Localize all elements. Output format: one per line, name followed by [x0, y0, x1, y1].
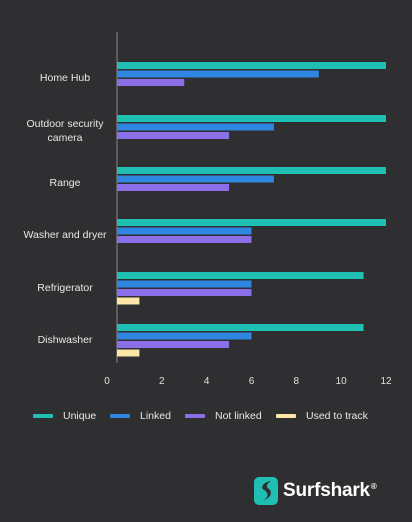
- x-tick-label: 8: [294, 376, 300, 387]
- brand-name: Surfshark®: [283, 480, 377, 501]
- legend-swatch: [33, 414, 53, 418]
- bar-linked: [117, 280, 252, 288]
- category-label: Dishwasher: [38, 334, 93, 346]
- x-tick-label: 2: [159, 376, 165, 387]
- bar-used-to-track: [117, 297, 140, 305]
- category-label: Outdoor security camera: [26, 118, 104, 144]
- bar-linked: [117, 227, 252, 235]
- category-label: Washer and dryer: [23, 229, 107, 241]
- category-label: Home Hub: [40, 72, 90, 84]
- bar-unique: [117, 115, 386, 122]
- bar-linked: [117, 123, 274, 131]
- legend-label: Used to track: [306, 410, 368, 422]
- bar-not-linked: [117, 132, 230, 139]
- legend-label: Linked: [140, 410, 171, 422]
- x-tick-label: 0: [104, 376, 110, 387]
- bar-not-linked: [117, 184, 230, 191]
- legend-swatch: [276, 414, 296, 418]
- bar-used-to-track: [117, 349, 140, 357]
- brand-registered-mark: ®: [370, 481, 377, 491]
- bar-unique: [117, 324, 364, 331]
- bar-not-linked: [117, 341, 230, 348]
- bar-not-linked: [117, 79, 185, 86]
- legend-item: Linked: [110, 410, 171, 422]
- x-tick-label: 6: [249, 376, 255, 387]
- bar-unique: [117, 272, 364, 279]
- category-label: Refrigerator: [37, 282, 93, 294]
- bar-unique: [117, 62, 386, 69]
- bar-unique: [117, 167, 386, 174]
- bar-linked: [117, 70, 319, 78]
- category-label: Range: [50, 177, 81, 189]
- x-tick-label: 4: [204, 376, 210, 387]
- legend-label: Unique: [63, 410, 97, 422]
- bar-not-linked: [117, 289, 252, 296]
- bar-unique: [117, 219, 386, 226]
- legend-label: Not linked: [215, 410, 262, 422]
- x-tick-label: 12: [380, 376, 392, 387]
- legend-item: Used to track: [276, 410, 368, 422]
- bar-not-linked: [117, 236, 252, 243]
- legend: Unique Linked Not linked Used to track: [0, 410, 412, 430]
- legend-swatch: [110, 414, 130, 418]
- legend-swatch: [185, 414, 205, 418]
- x-tick-label: 10: [336, 376, 348, 387]
- bar-linked: [117, 332, 252, 340]
- brand: Surfshark®: [254, 476, 377, 506]
- bar-chart: Home Hub Outdoor security camera Range Washe…: [23, 32, 392, 387]
- legend-item: Not linked: [185, 410, 262, 422]
- surfshark-logo-icon: [254, 477, 278, 505]
- legend-item: Unique: [33, 410, 96, 422]
- bar-linked: [117, 175, 274, 183]
